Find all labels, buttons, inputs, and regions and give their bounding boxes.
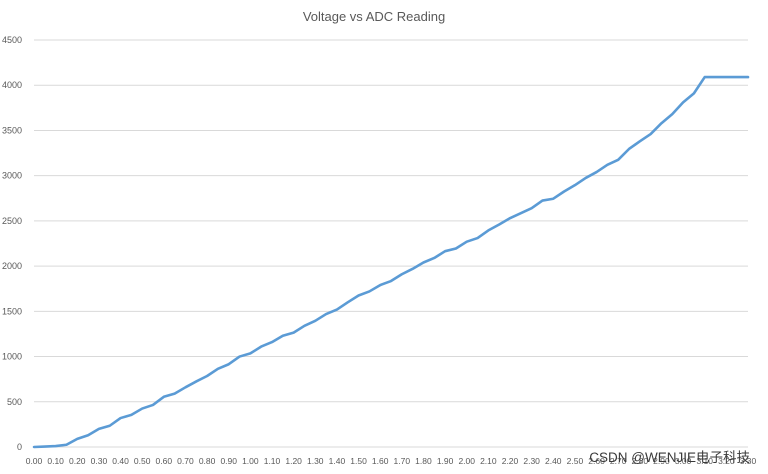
x-tick-label: 0.50 [134,456,151,466]
y-tick-label: 1000 [2,352,22,362]
y-tick-label: 500 [7,397,22,407]
x-tick-label: 3.00 [675,456,692,466]
x-tick-label: 2.40 [545,456,562,466]
adc-reading-line [32,75,750,449]
x-tick-label: 1.30 [307,456,324,466]
x-tick-label: 2.80 [632,456,649,466]
y-tick-label: 3000 [2,171,22,181]
x-tick-label: 0.60 [156,456,173,466]
x-tick-label: 3.20 [718,456,735,466]
data-points [33,77,749,448]
y-tick-label: 1500 [2,306,22,316]
x-tick-label: 2.60 [588,456,605,466]
x-tick-label: 1.70 [394,456,411,466]
x-tick-label: 1.80 [415,456,432,466]
y-tick-label: 2500 [2,216,22,226]
x-tick-label: 1.60 [372,456,389,466]
x-tick-label: 3.30 [740,456,757,466]
x-tick-label: 1.10 [264,456,281,466]
y-tick-label: 0 [17,442,22,452]
chart-title: Voltage vs ADC Reading [303,9,445,24]
x-tick-label: 0.80 [199,456,216,466]
x-tick-label: 0.10 [47,456,64,466]
x-tick-label: 0.70 [177,456,194,466]
x-tick-label: 2.50 [567,456,584,466]
x-tick-label: 2.00 [458,456,475,466]
x-tick-label: 0.40 [112,456,129,466]
gridlines [34,39,748,448]
y-tick-label: 4000 [2,80,22,90]
x-tick-label: 2.10 [480,456,497,466]
y-tick-label: 3500 [2,125,22,135]
x-tick-label: 2.70 [610,456,627,466]
y-tick-label: 2000 [2,261,22,271]
x-tick-label: 3.10 [696,456,713,466]
y-axis-tick-labels: 0 500 1000 1500 2000 2500 3000 3500 4000 4500 [2,35,22,452]
x-tick-label: 2.90 [653,456,670,466]
x-tick-label: 2.30 [523,456,540,466]
x-tick-label: 0.20 [69,456,86,466]
x-axis-tick-labels: 0.00 0.10 0.20 0.30 0.40 0.50 0.60 0.70 0.80 0.90… [26,456,757,466]
x-tick-label: 1.50 [350,456,367,466]
x-tick-label: 0.90 [220,456,237,466]
x-tick-label: 1.00 [242,456,259,466]
y-tick-label: 4500 [2,35,22,45]
x-tick-label: 1.90 [437,456,454,466]
watermark-text: CSDN @WENJIE电子科技 [589,450,750,465]
x-tick-label: 0.30 [91,456,108,466]
x-tick-label: 1.40 [329,456,346,466]
x-tick-label: 2.20 [502,456,519,466]
x-tick-label: 1.20 [285,456,302,466]
x-tick-label: 0.00 [26,456,43,466]
